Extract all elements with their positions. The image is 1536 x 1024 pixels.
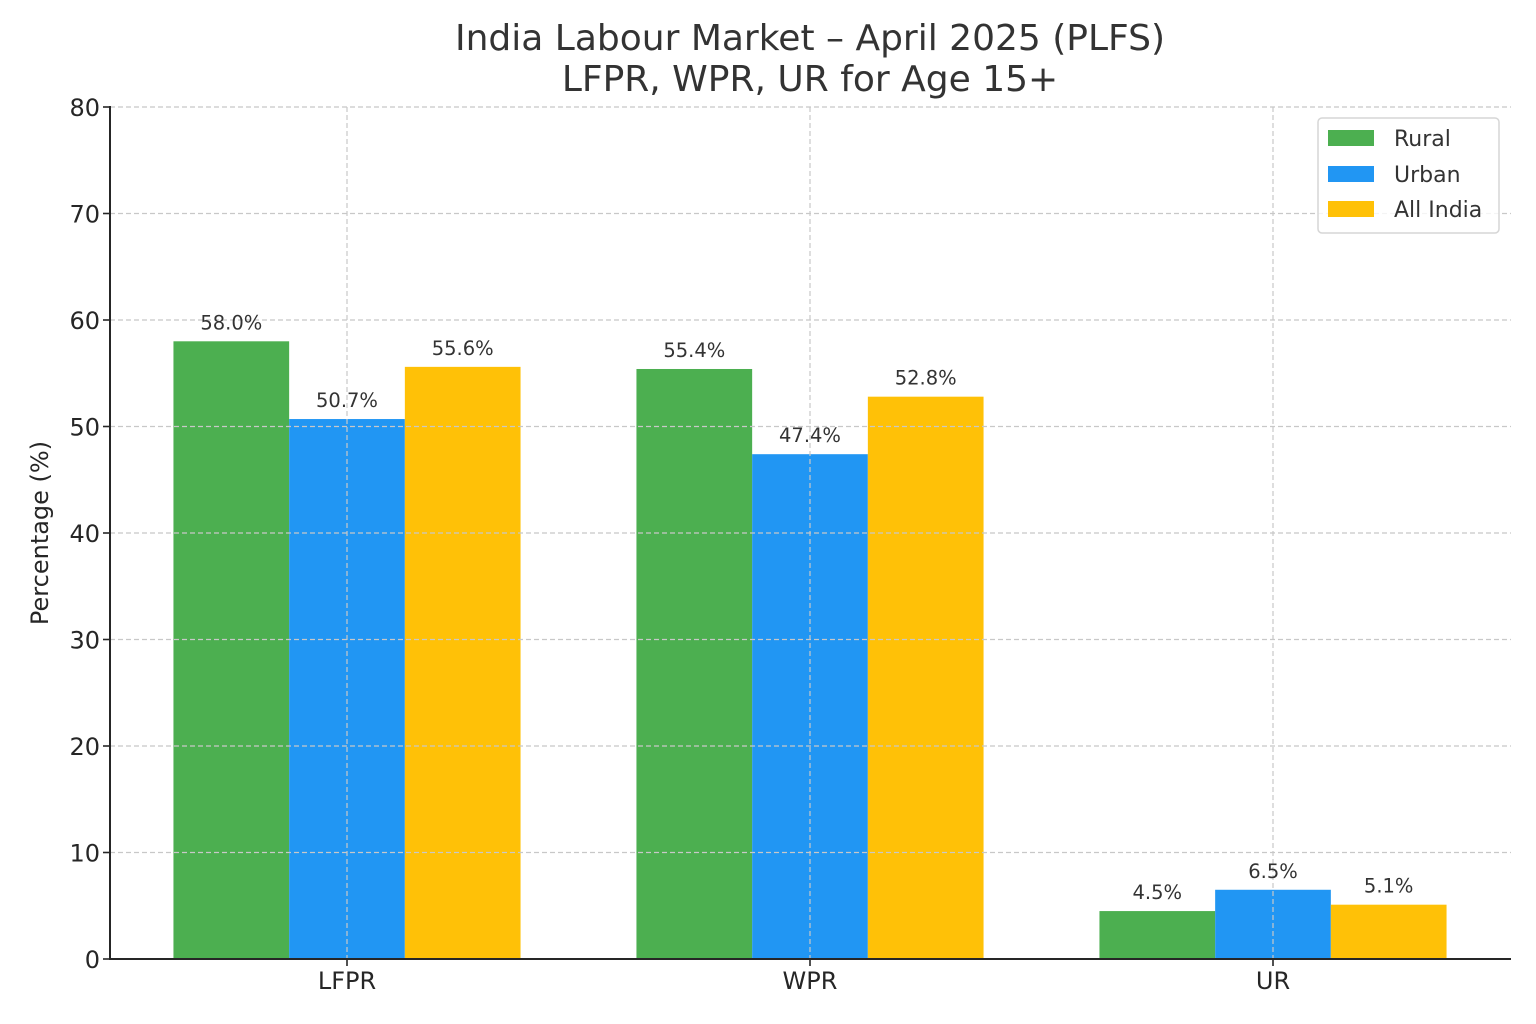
bar-value-label: 55.4% [663, 339, 725, 362]
legend-label-urban: Urban [1394, 163, 1461, 188]
y-tick-label: 0 [85, 946, 100, 974]
x-ticks: LFPR WPR UR [318, 959, 1290, 995]
chart-subtitle: LFPR, WPR, UR for Age 15+ [562, 59, 1058, 100]
bar-value-label: 6.5% [1248, 860, 1298, 883]
y-axis-label: Percentage (%) [26, 441, 54, 625]
bar-value-label: 4.5% [1133, 881, 1183, 904]
bar-all-india-wpr [867, 396, 984, 959]
bar-value-label: 58.0% [200, 311, 262, 334]
y-tick-label: 50 [69, 414, 100, 442]
grid-layer [110, 106, 1511, 959]
bar-all-india-ur [1330, 904, 1447, 959]
y-tick-label: 20 [69, 733, 100, 761]
y-tick-label: 60 [69, 307, 100, 335]
x-tick-label-lfpr: LFPR [318, 967, 376, 995]
y-tick-label: 40 [69, 520, 100, 548]
legend-swatch-rural [1328, 130, 1374, 146]
bar-rural-ur [1099, 911, 1216, 959]
bar-value-label: 5.1% [1364, 875, 1414, 898]
chart-title: India Labour Market – April 2025 (PLFS) [455, 18, 1165, 59]
y-tick-label: 30 [69, 627, 100, 655]
y-tick-label: 80 [69, 94, 100, 122]
legend-label-all-india: All India [1394, 198, 1482, 223]
bar-value-labels: 58.0% 55.4% 4.5% 50.7% 47.4% 6.5% 55.6% 52.8% 5.… [200, 311, 1413, 904]
legend-swatch-all-india [1328, 201, 1374, 217]
legend-item-all-india: All India [1328, 198, 1482, 223]
bar-value-label: 55.6% [432, 337, 494, 360]
x-tick-label-wpr: WPR [783, 967, 838, 995]
bar-urban-wpr [752, 454, 868, 959]
bar-rural-lfpr [173, 341, 290, 959]
legend-item-rural: Rural [1328, 127, 1451, 152]
y-tick-label: 10 [69, 840, 100, 868]
y-tick-label: 70 [69, 201, 100, 229]
bar-value-label: 52.8% [895, 367, 957, 390]
bar-value-label: 50.7% [316, 389, 378, 412]
legend-swatch-urban [1328, 166, 1374, 182]
legend-item-urban: Urban [1328, 163, 1461, 188]
bar-value-label: 47.4% [779, 424, 841, 447]
y-ticks: 0 10 20 30 40 50 60 70 80 [69, 94, 110, 974]
legend-label-rural: Rural [1394, 127, 1451, 152]
bar-all-india-lfpr [404, 366, 521, 959]
x-tick-label-ur: UR [1256, 967, 1290, 995]
bar-rural-wpr [636, 368, 753, 959]
legend: Rural Urban All India [1317, 117, 1500, 234]
